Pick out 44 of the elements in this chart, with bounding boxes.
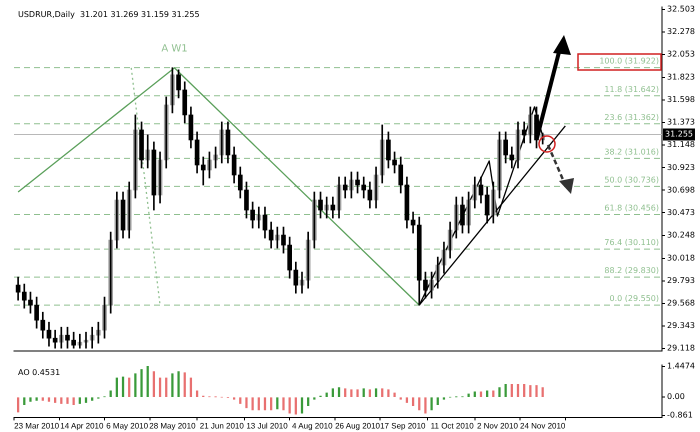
x-tick-label: 13 Jul 2010 bbox=[246, 421, 288, 430]
ref-line-label: 76.4 (30.110) bbox=[604, 238, 659, 248]
x-tick-label: 17 Sep 2010 bbox=[380, 421, 426, 430]
chart-title: USDRUR,Daily 31.201 31.269 31.159 31.255 bbox=[18, 10, 200, 19]
y-tick-label: 30.248 bbox=[667, 230, 695, 240]
y-tick-label: 32.053 bbox=[667, 50, 695, 59]
ref-line-label: 88.2 (29.830) bbox=[604, 266, 659, 276]
ref-line-label: 38.2 (31.016) bbox=[604, 147, 659, 156]
ref-line-label: 61.8 (30.456) bbox=[604, 204, 659, 213]
x-tick-label: 11 Oct 2010 bbox=[430, 421, 474, 430]
ref-line-label: 0.0 (29.550) bbox=[610, 294, 659, 304]
y-tick-label: 32.503 bbox=[667, 4, 695, 14]
y-tick-label: 29.793 bbox=[667, 276, 695, 285]
annotation: A W1 bbox=[161, 43, 188, 54]
ref-line-label: 100.0 (31.922) bbox=[599, 56, 659, 66]
y-tick-label: 31.598 bbox=[667, 95, 695, 104]
y-tick-label: 30.018 bbox=[667, 253, 695, 262]
x-tick-label: 28 May 2010 bbox=[149, 421, 196, 430]
x-tick-label: 24 Nov 2010 bbox=[520, 421, 566, 430]
ref-line-label: 11.8 (31.642) bbox=[604, 84, 659, 94]
x-tick-label: 26 Aug 2010 bbox=[335, 421, 381, 430]
x-tick-label: 2 Nov 2010 bbox=[476, 421, 518, 430]
y-tick-label: 29.568 bbox=[667, 298, 695, 308]
y-tick-label: 31.823 bbox=[667, 72, 695, 82]
x-tick-label: 21 Jun 2010 bbox=[200, 421, 244, 430]
y-tick-label: 1.4474 bbox=[667, 361, 695, 370]
ref-line-label: 50.0 (30.736) bbox=[604, 175, 659, 184]
y-tick-label: 30.923 bbox=[667, 162, 695, 172]
y-tick-label: 29.118 bbox=[667, 343, 695, 352]
y-tick-label: 30.698 bbox=[667, 185, 695, 194]
x-tick-label: 23 Mar 2010 bbox=[14, 421, 60, 430]
chart-title: AO 0.4531 bbox=[18, 368, 60, 377]
ref-line-label: 23.6 (31.362) bbox=[604, 112, 659, 122]
x-tick-label: 6 May 2010 bbox=[106, 421, 149, 430]
y-tick-label: 29.343 bbox=[667, 320, 695, 330]
y-tick-label: 31.373 bbox=[667, 118, 695, 127]
y-tick-label: -0.861 bbox=[667, 410, 693, 420]
y-tick-label: 30.473 bbox=[667, 208, 695, 217]
x-tick-label: 4 Aug 2010 bbox=[292, 421, 334, 430]
y-tick-label: 0.00 bbox=[667, 392, 685, 402]
y-tick-label: 32.278 bbox=[667, 27, 695, 36]
ref-line-label: 31.255 bbox=[665, 130, 693, 139]
y-tick-label: 31.148 bbox=[667, 140, 695, 150]
x-tick-label: 14 Apr 2010 bbox=[60, 421, 104, 430]
